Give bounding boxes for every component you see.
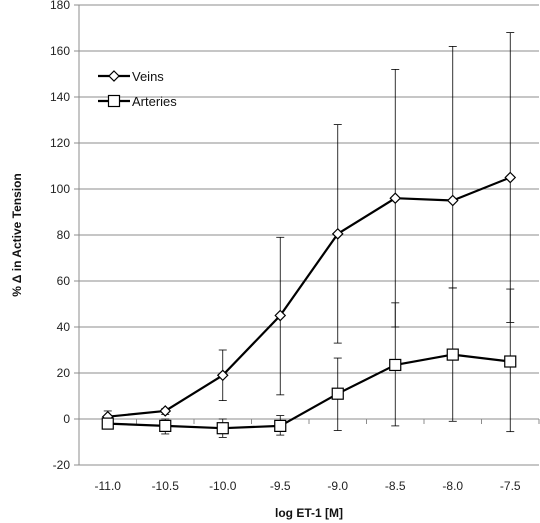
axes <box>74 4 540 466</box>
veins-point <box>389 192 402 205</box>
series-markers <box>101 171 517 435</box>
arteries-point <box>274 419 287 432</box>
y-tick-label: 180 <box>50 0 70 12</box>
veins-point <box>159 405 172 417</box>
x-tick-label: -9.5 <box>270 479 291 493</box>
x-tick-label: -11.0 <box>95 479 122 493</box>
x-tick-label: -10.0 <box>209 479 237 493</box>
y-axis-title: % Δ in Active Tension <box>10 173 24 297</box>
x-tick-label: -9.0 <box>327 479 348 493</box>
y-tick-label: 160 <box>50 44 70 58</box>
veins-point <box>216 369 229 382</box>
x-tick-labels: -11.0 -10.5 -10.0 -9.5 -9.0 -8.5 -8.0 -7.5 <box>95 479 521 493</box>
x-tick-label: -8.5 <box>385 479 406 493</box>
arteries-point <box>331 387 344 400</box>
arteries-point <box>446 348 459 361</box>
veins-series-line <box>107 176 511 418</box>
y-tick-label: 140 <box>50 90 70 104</box>
x-tick-label: -10.5 <box>152 479 180 493</box>
legend-marker-veins <box>108 70 120 82</box>
series-lines <box>107 176 511 430</box>
y-tick-label: 60 <box>57 274 71 288</box>
arteries-point <box>159 419 172 432</box>
veins-point <box>504 171 517 184</box>
x-axis-title: log ET-1 [M] <box>275 506 343 520</box>
legend-label-veins: Veins <box>132 69 164 84</box>
arteries-point <box>504 355 517 368</box>
x-tick-label: -7.5 <box>500 479 521 493</box>
y-tick-label: -20 <box>53 458 71 472</box>
x-tick-label: -8.0 <box>442 479 463 493</box>
legend-label-arteries: Arteries <box>132 94 177 109</box>
legend: Veins Arteries <box>98 69 177 109</box>
y-tick-label: 0 <box>63 412 70 426</box>
arteries-point <box>216 422 229 435</box>
veins-point <box>274 309 287 322</box>
legend-marker-arteries <box>107 94 121 108</box>
arteries-point <box>101 417 114 430</box>
y-tick-label: 40 <box>57 320 71 334</box>
veins-point <box>446 194 459 207</box>
y-tick-label: 120 <box>50 136 70 150</box>
arteries-series-line <box>107 353 511 430</box>
veins-point <box>331 228 344 240</box>
arteries-point <box>389 358 402 372</box>
y-tick-label: 20 <box>57 366 71 380</box>
gridlines <box>79 4 539 466</box>
y-tick-label: 80 <box>57 228 71 242</box>
y-tick-label: 100 <box>50 182 70 196</box>
y-tick-labels: -20 0 20 40 60 80 100 120 140 160 180 <box>50 0 70 472</box>
